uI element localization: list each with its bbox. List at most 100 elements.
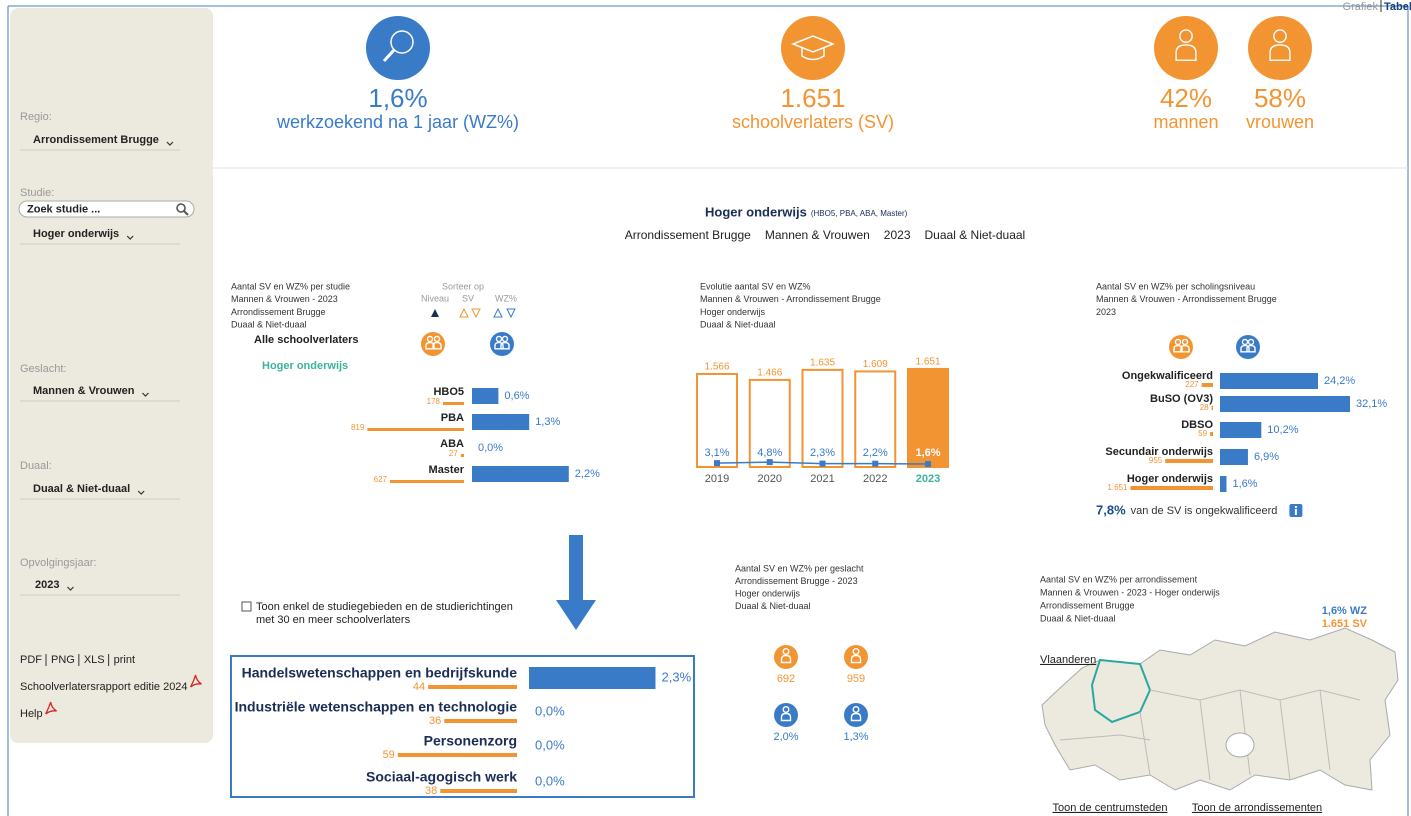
panel-title: Hoger onderwijs: [700, 307, 766, 317]
person-icon: [426, 335, 434, 343]
person-icon: [1247, 338, 1255, 346]
panel-title: Duaal & Niet-duaal: [1040, 613, 1116, 623]
panel-title: Mannen & Vrouwen - 2023: [231, 294, 338, 304]
sort-option: SV: [462, 293, 474, 303]
wz-value: 24,2%: [1324, 375, 1355, 387]
sv-value: 227: [1185, 380, 1199, 389]
map-brugge[interactable]: [1090, 658, 1152, 724]
filter-dropdown[interactable]: Mannen & Vrouwen: [33, 385, 135, 397]
panel-title: Aantal SV en WZ% per geslacht: [735, 563, 864, 573]
sort-wz[interactable]: [493, 307, 516, 319]
export-link[interactable]: XLS: [84, 654, 105, 666]
view-toggle[interactable]: Tabel: [1384, 1, 1411, 13]
sv-value: 1.651: [915, 357, 940, 368]
wz-bar: [472, 388, 499, 404]
sv-value: 955: [1149, 456, 1163, 465]
person-icon: [1175, 44, 1197, 61]
panel-title: Aantal SV en WZ% per arrondissement: [1040, 574, 1198, 584]
panel-title: Hoger onderwijs: [735, 588, 801, 598]
person-icon: [852, 648, 860, 656]
magnifier: [382, 48, 396, 63]
export-link[interactable]: PDF: [20, 654, 42, 666]
dropdown-chevron: [166, 141, 174, 146]
pdf-icon: [189, 674, 202, 688]
panel-title: Duaal & Niet-duaal: [735, 601, 811, 611]
wz-value: 10,2%: [1267, 424, 1298, 436]
wz-value: 2,2%: [575, 468, 600, 480]
view-toggle[interactable]: Grafiek: [1343, 1, 1379, 13]
wz-point: [714, 460, 720, 467]
person-icon: [1174, 338, 1182, 346]
sv-bar: [696, 372, 738, 469]
help-link[interactable]: Help: [20, 708, 43, 720]
sv-bar: [1210, 432, 1213, 436]
kpi-icon: [781, 16, 845, 80]
wz-value: 0,0%: [535, 737, 565, 752]
export-link[interactable]: PNG: [51, 654, 75, 666]
sv-value: 44: [413, 681, 425, 693]
sv-value: 819: [351, 423, 365, 432]
filter-dropdown[interactable]: Hoger onderwijs: [33, 228, 119, 240]
year-label: 2022: [863, 473, 887, 485]
search-box[interactable]: [18, 200, 195, 218]
panel-title: Mannen & Vrouwen - Arrondissement Brugge: [700, 294, 881, 304]
sv-value: 27: [449, 449, 458, 458]
wz-bar: [1220, 396, 1351, 412]
filter-label: Duaal:: [20, 460, 52, 472]
wz-value: 0,6%: [504, 390, 529, 402]
sv-bar: [1130, 486, 1213, 490]
person-icon: [1269, 44, 1291, 61]
person-icon: [780, 654, 792, 664]
person-icon: [425, 341, 435, 350]
dropdown-chevron: [142, 392, 149, 397]
person-icon: [1241, 338, 1249, 346]
kpi-caption: mannen: [1153, 112, 1218, 132]
wz-bar: [1220, 476, 1227, 492]
wz-value: 2,2%: [863, 447, 888, 459]
checkbox-label: met 30 en meer schoolverlaters: [256, 614, 411, 626]
wz-point: [872, 460, 879, 467]
year-label: 2019: [705, 473, 729, 485]
search-placeholder[interactable]: Zoek studie ...: [27, 203, 100, 215]
sort-sv[interactable]: [459, 307, 481, 319]
panel-title: Mannen & Vrouwen - 2023 - Hoger onderwij…: [1040, 587, 1220, 597]
wz-bar: [1220, 373, 1319, 389]
map-link[interactable]: Vlaanderen: [1040, 654, 1096, 666]
wz-bar: [472, 466, 569, 482]
wz-value: 32,1%: [1356, 398, 1387, 410]
person-icon: [850, 712, 862, 722]
wz-point: [925, 461, 931, 468]
export-link[interactable]: print: [114, 654, 135, 666]
wz-bar: [1220, 449, 1248, 465]
sv-bar: [1165, 459, 1213, 463]
section-title: Hoger onderwijs: [705, 204, 807, 219]
wz-bar: [472, 414, 530, 430]
filter-label: Opvolgingsjaar:: [20, 557, 96, 569]
year-label: 2023: [916, 473, 940, 485]
checkbox-label[interactable]: Toon enkel de studiegebieden en de studi…: [256, 601, 513, 613]
wz-point: [766, 459, 773, 466]
level-name: Ongekwalificeerd: [1122, 370, 1213, 382]
dropdown-chevron: [67, 586, 74, 591]
section-filter: 2023: [884, 228, 911, 242]
map-borders: [1059, 689, 1361, 781]
filter-dropdown[interactable]: Duaal & Niet-duaal: [33, 483, 130, 495]
panel-title: Arrondissement Brugge: [1040, 600, 1135, 610]
checkbox[interactable]: [241, 601, 252, 612]
person-icon: [501, 335, 509, 343]
study-area-box: [230, 655, 695, 798]
map-toggle-link[interactable]: Toon de arrondissementen: [1192, 802, 1322, 814]
sidebar: [10, 8, 213, 743]
study-area-name: Handelswetenschappen en bedrijfskunde: [242, 665, 518, 681]
report-link[interactable]: Schoolverlatersrapport editie 2024: [20, 681, 188, 693]
group-label: Hoger onderwijs: [262, 360, 348, 372]
sv-bar: [1211, 406, 1213, 410]
gender-icon: [844, 645, 868, 669]
filter-dropdown[interactable]: 2023: [35, 579, 59, 591]
map-toggle-link[interactable]: Toon de centrumsteden: [1053, 802, 1168, 814]
sort-asc[interactable]: [431, 309, 439, 317]
filter-dropdown[interactable]: Arrondissement Brugge: [33, 134, 159, 146]
study-area-name: Personenzorg: [424, 733, 517, 749]
sv-bar: [748, 378, 791, 468]
kpi-value: 1,6%: [368, 83, 427, 113]
